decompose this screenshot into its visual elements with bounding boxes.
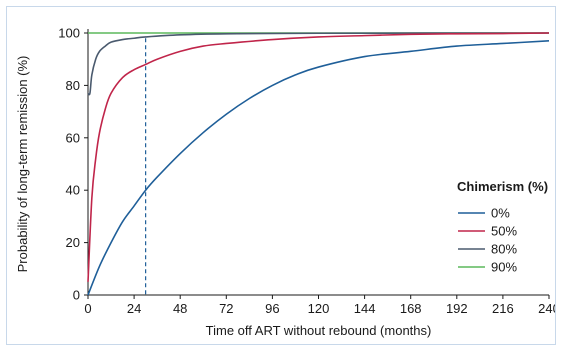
x-tick-label: 96 <box>265 301 279 316</box>
legend-label: 50% <box>491 224 517 239</box>
series-group <box>87 32 550 296</box>
series-line-80pct <box>87 32 550 96</box>
axes <box>87 29 549 296</box>
series-line-50pct <box>87 32 550 282</box>
y-tick-label: 0 <box>73 288 80 303</box>
legend-label: 90% <box>491 260 517 275</box>
x-tick-label: 24 <box>127 301 141 316</box>
x-tick-label: 48 <box>173 301 187 316</box>
legend-label: 0% <box>491 206 510 221</box>
series-line-0pct <box>87 40 550 296</box>
y-tick-label: 40 <box>66 183 80 198</box>
legend-title: Chimerism (%) <box>457 179 548 194</box>
y-tick-label: 100 <box>58 26 80 41</box>
x-tick-label: 168 <box>400 301 422 316</box>
y-tick-label: 60 <box>66 130 80 145</box>
y-tick-label: 80 <box>66 78 80 93</box>
x-tick-label: 144 <box>354 301 376 316</box>
x-tick-label: 120 <box>308 301 330 316</box>
x-tick-label: 192 <box>446 301 468 316</box>
x-tick-label: 0 <box>84 301 91 316</box>
x-axis-label: Time off ART without rebound (months) <box>206 323 432 338</box>
x-tick-label: 72 <box>219 301 233 316</box>
x-tick-label: 216 <box>492 301 514 316</box>
y-tick-label: 20 <box>66 235 80 250</box>
legend: Chimerism (%) 0% 50% 80% 90% <box>457 179 548 275</box>
y-axis-label: Probability of long-term remission (%) <box>15 56 30 273</box>
chart-svg: 024487296120144168192216240020406080100 … <box>15 26 555 339</box>
legend-label: 80% <box>491 242 517 257</box>
x-tick-label: 240 <box>538 301 555 316</box>
ticks: 0 24 48 72 96 120 144 168 192 216 240 0 20 40 60 80 100 <box>58 26 555 317</box>
chart-frame: 024487296120144168192216240020406080100 … <box>6 6 556 345</box>
